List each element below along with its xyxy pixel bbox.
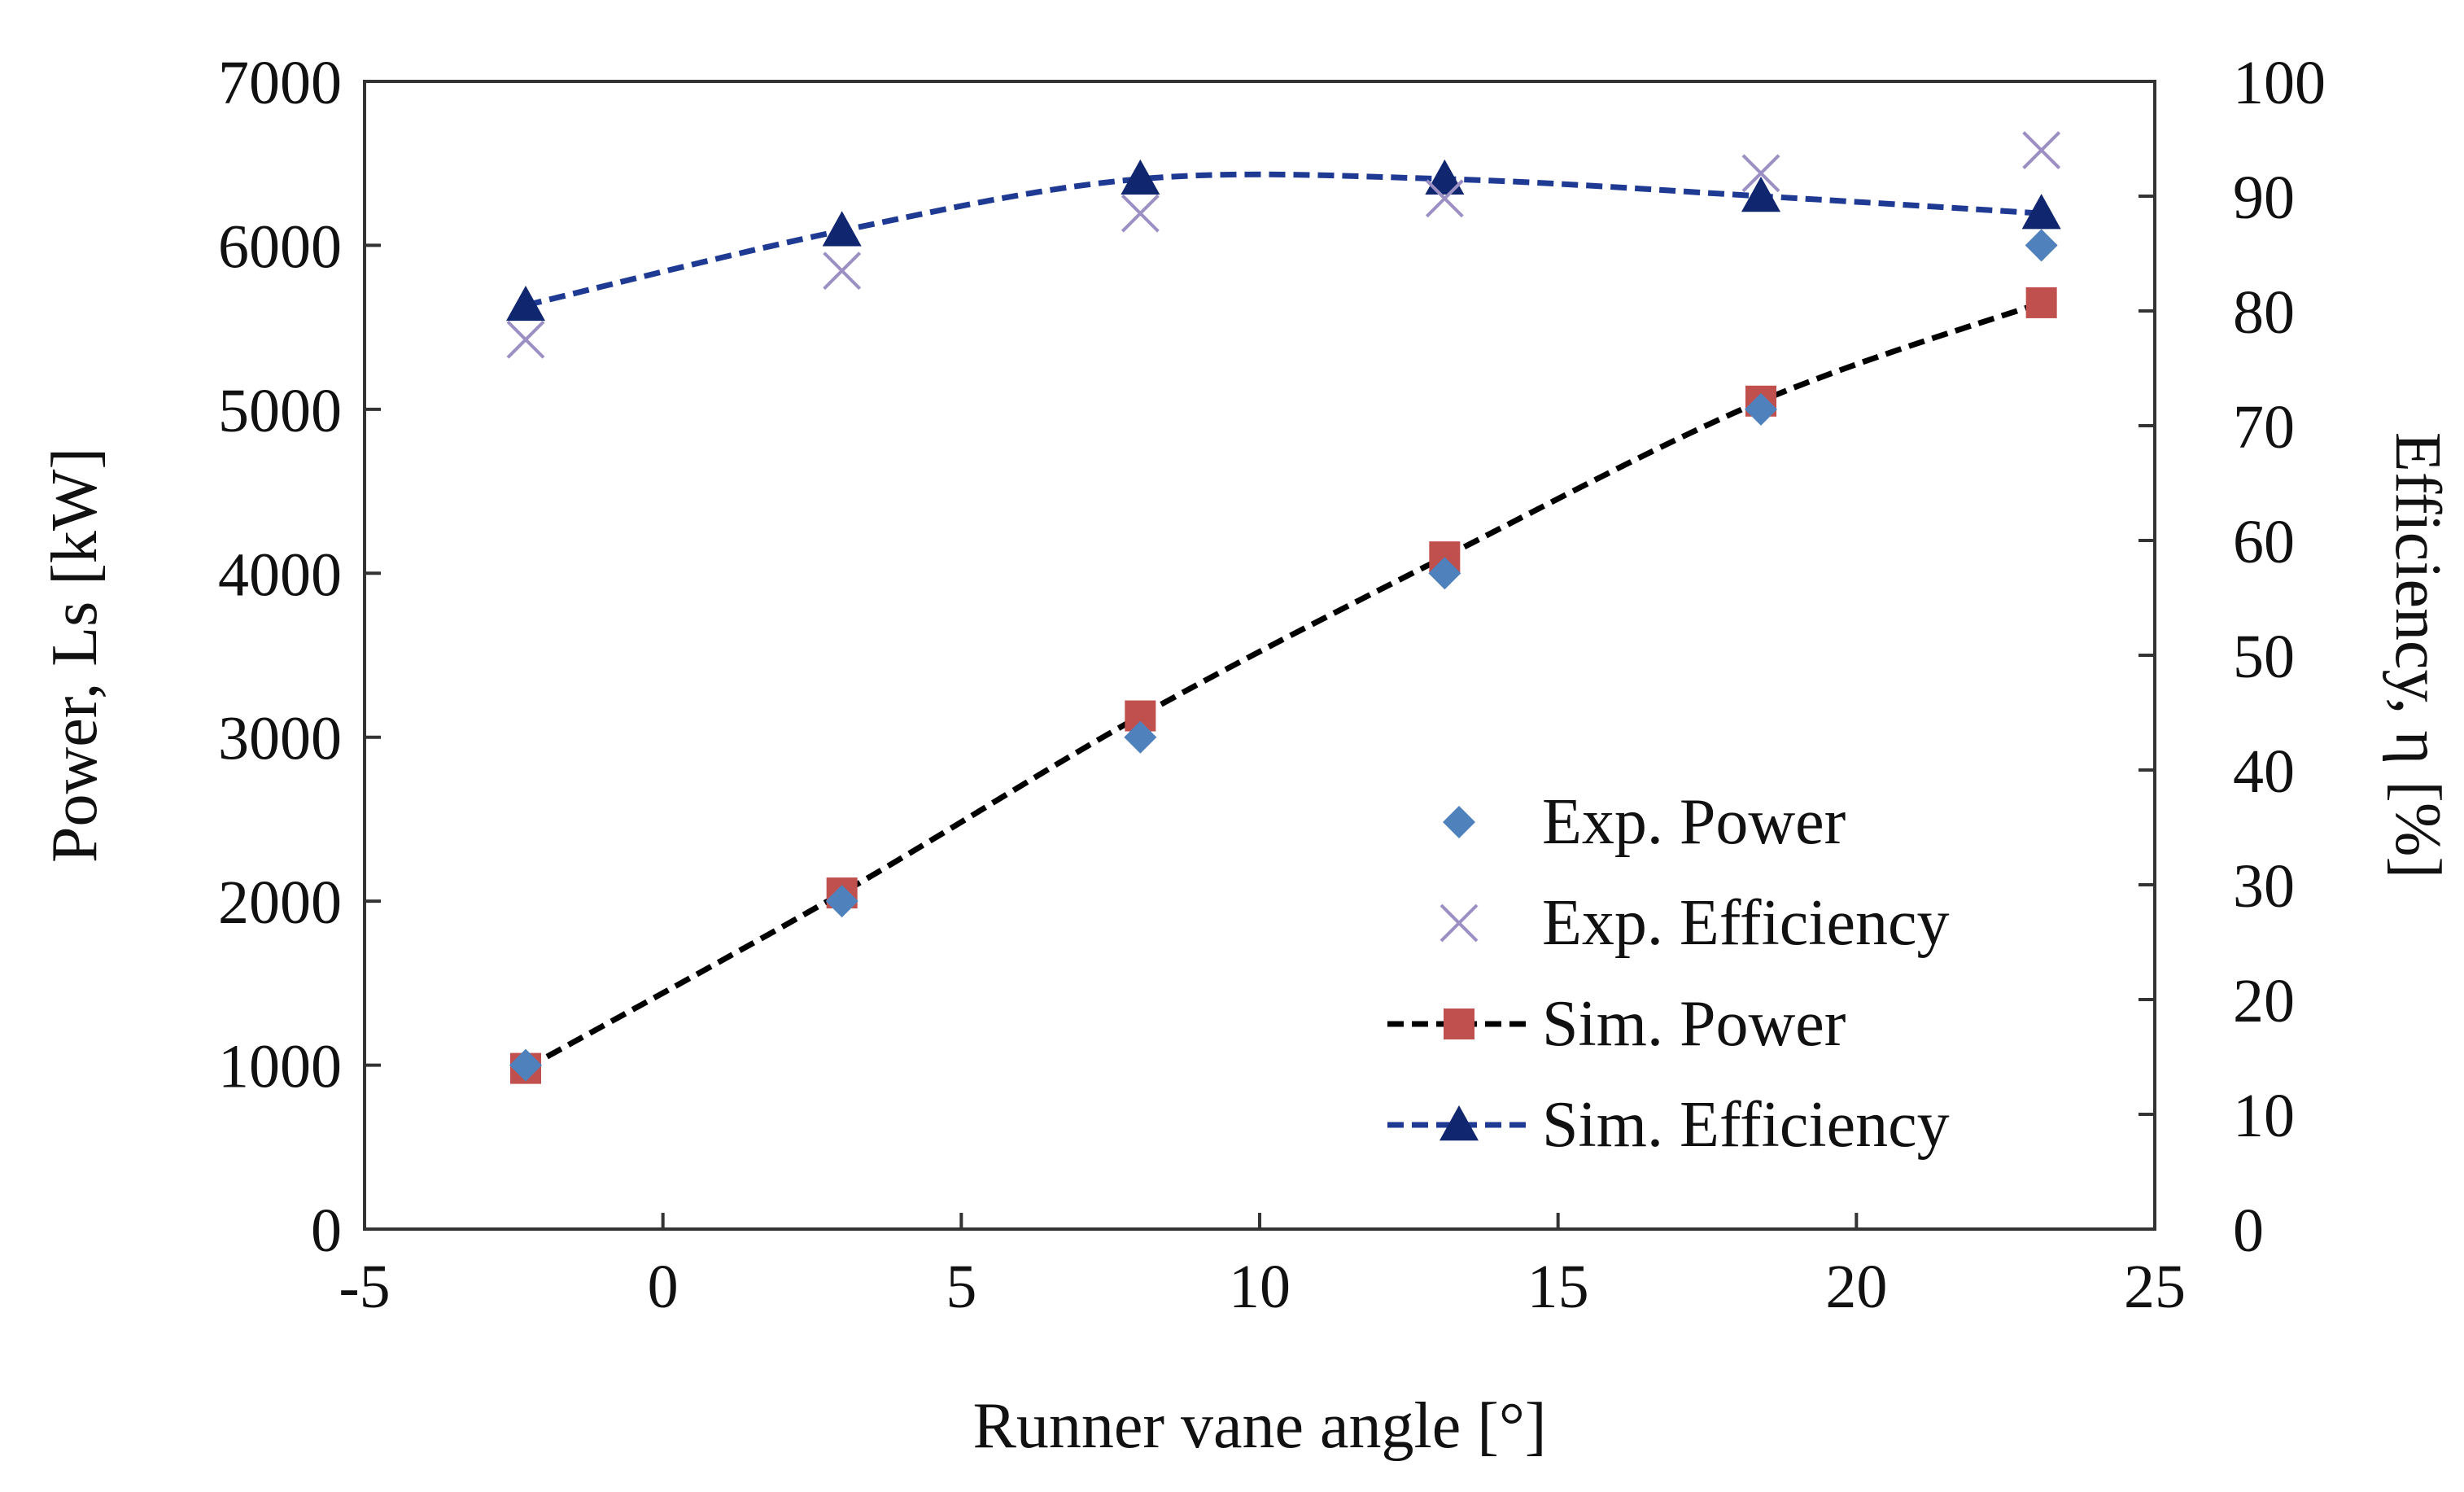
- legend-item-sim-efficiency: Sim. Efficiency: [1387, 1089, 1950, 1161]
- x-tick-label: 15: [1527, 1253, 1589, 1321]
- legend-marker-sim-power: [1444, 1009, 1474, 1039]
- y-tick-label: 4000: [218, 540, 342, 609]
- point-sim-efficiency: [822, 211, 862, 247]
- y-tick-label: 5000: [218, 377, 342, 445]
- point-exp-power: [2025, 229, 2058, 262]
- y-tick-label: 2000: [218, 869, 342, 937]
- x-tick-label: 25: [2124, 1253, 2186, 1321]
- y2-tick-label: 80: [2233, 278, 2295, 347]
- y2-tick-label: 60: [2233, 508, 2295, 576]
- legend-marker-exp-power: [1443, 806, 1475, 838]
- y2-tick-label: 30: [2233, 852, 2295, 921]
- y-tick-label: 7000: [218, 49, 342, 117]
- point-sim-efficiency: [1741, 177, 1780, 212]
- y-axis-left: 0 1000 2000 3000 4000 5000 6000 7000: [218, 49, 381, 1265]
- point-sim-efficiency: [1425, 159, 1465, 195]
- point-sim-efficiency: [2021, 194, 2061, 230]
- legend-marker-sim-efficiency: [1440, 1105, 1479, 1141]
- point-exp-power: [509, 1048, 542, 1082]
- legend-item-exp-efficiency: Exp. Efficiency: [1440, 887, 1950, 959]
- legend: Exp. Power Exp. Efficiency Sim. Power Si…: [1387, 786, 1950, 1161]
- legend-label-sim-efficiency: Sim. Efficiency: [1542, 1089, 1950, 1161]
- y2-tick-label: 10: [2233, 1082, 2295, 1150]
- y2-tick-label: 20: [2233, 967, 2295, 1035]
- y2-tick-label: 90: [2233, 164, 2295, 232]
- y-tick-label: 1000: [218, 1033, 342, 1101]
- point-sim-efficiency: [1121, 159, 1160, 195]
- point-exp-power: [1428, 557, 1461, 590]
- series-markers: [506, 131, 2061, 1084]
- legend-label-sim-power: Sim. Power: [1542, 988, 1846, 1060]
- point-exp-power: [1124, 720, 1157, 754]
- y-axis-left-title: Power, Ls [kW]: [39, 448, 111, 863]
- y2-tick-label: 70: [2233, 393, 2295, 462]
- y2-tick-label: 40: [2233, 737, 2295, 806]
- plot-area: [363, 80, 2156, 1231]
- y-tick-label: 6000: [218, 212, 342, 281]
- x-tick-label: 10: [1229, 1253, 1291, 1321]
- y2-tick-label: 0: [2233, 1197, 2264, 1265]
- point-exp-efficiency: [506, 320, 545, 359]
- point-sim-power: [2025, 287, 2057, 318]
- y2-tick-label: 100: [2233, 49, 2326, 117]
- line-sim-power: [524, 300, 2042, 1071]
- y-tick-label: 3000: [218, 705, 342, 773]
- x-tick-label: 0: [648, 1253, 679, 1321]
- y-axis-right: 0 10 20 30 40 50 60 70 80 90 100: [2139, 49, 2326, 1265]
- x-tick-label: 5: [946, 1253, 976, 1321]
- y-tick-label: 0: [311, 1197, 342, 1265]
- point-exp-efficiency: [1121, 194, 1160, 233]
- line-sim-efficiency: [525, 171, 2042, 308]
- point-exp-power: [1745, 392, 1777, 426]
- point-exp-efficiency: [1425, 179, 1464, 218]
- x-tick-label: -5: [339, 1253, 390, 1321]
- legend-marker-exp-efficiency: [1440, 904, 1479, 943]
- legend-item-exp-power: Exp. Power: [1443, 786, 1846, 858]
- legend-item-sim-power: Sim. Power: [1387, 988, 1846, 1060]
- series-lines: [524, 171, 2042, 1071]
- x-tick-label: 20: [1825, 1253, 1887, 1321]
- point-exp-efficiency: [1741, 154, 1780, 193]
- x-axis: -5 0 5 10 15 20 25: [339, 1213, 2186, 1321]
- point-exp-power: [825, 885, 858, 918]
- y2-tick-label: 50: [2233, 623, 2295, 691]
- legend-label-exp-power: Exp. Power: [1542, 786, 1846, 858]
- legend-label-exp-efficiency: Exp. Efficiency: [1542, 887, 1950, 959]
- point-exp-efficiency: [823, 252, 862, 291]
- x-axis-title: Runner vane angle [°]: [972, 1390, 1546, 1462]
- point-sim-efficiency: [506, 285, 545, 322]
- y-axis-right-title: Efficiency, η [%]: [2382, 432, 2453, 878]
- point-exp-efficiency: [2022, 131, 2061, 170]
